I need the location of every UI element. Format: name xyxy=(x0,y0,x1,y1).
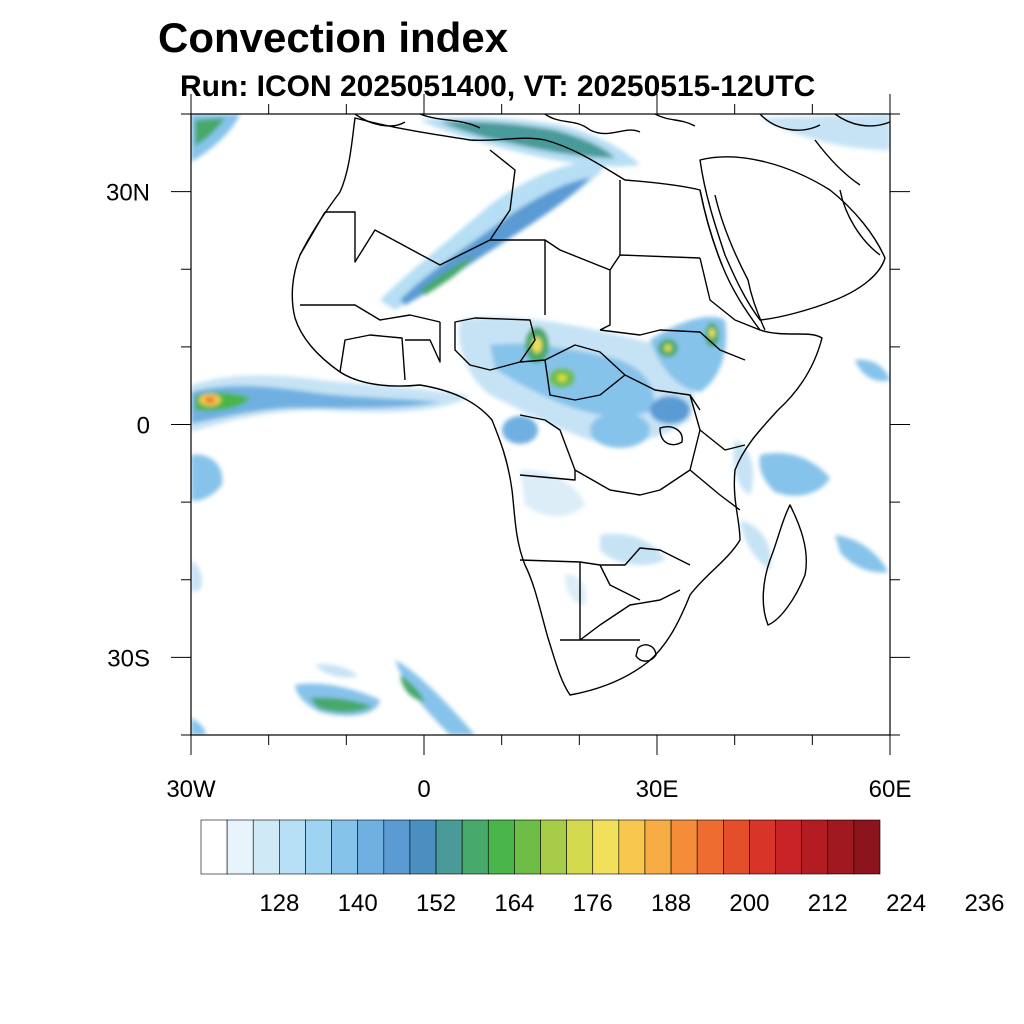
colorbar-swatch xyxy=(723,819,750,875)
field-namibia xyxy=(565,574,587,605)
field-uganda-cells xyxy=(650,396,690,424)
colorbar-swatch xyxy=(226,819,254,875)
colorbar-swatch xyxy=(566,819,594,875)
x-axis-labels: 30W 0 30E 60E xyxy=(166,776,911,803)
colorbar-labels: 128 140 152 164 176 188 200 212 224 236 xyxy=(259,890,1004,917)
field-cameroon-peak xyxy=(532,337,542,353)
x-tick-label: 0 xyxy=(417,776,430,803)
field-ethiopia-cell-b-peak xyxy=(709,328,715,338)
colorbar-swatch xyxy=(461,819,489,875)
borders-east xyxy=(599,257,761,511)
colorbar-swatch xyxy=(540,819,567,875)
y-tick-label: 0 xyxy=(137,413,150,440)
field-sw-indian xyxy=(835,535,888,573)
y-tick-label: 30S xyxy=(107,645,150,672)
x-tick-label: 30E xyxy=(636,776,679,803)
colorbar-swatch xyxy=(305,819,332,875)
lesotho-border xyxy=(635,644,657,662)
arabia-coast xyxy=(699,156,886,321)
field-w-atlantic xyxy=(191,454,223,501)
colorbar-swatch xyxy=(383,819,411,875)
colorbar-swatch xyxy=(801,819,829,875)
colorbar-swatch xyxy=(435,819,463,875)
colorbar-swatch xyxy=(409,819,437,875)
field-south-atlantic-b-core xyxy=(400,675,425,702)
field-south-atlantic-c xyxy=(315,664,358,678)
europe-coast xyxy=(354,114,890,135)
field-congo-cells xyxy=(590,412,650,448)
field-kenya-coast xyxy=(733,440,754,495)
colorbar-tick-label: 212 xyxy=(808,890,848,917)
field-ne-corner xyxy=(760,114,890,150)
colorbar-tick-label: 164 xyxy=(494,890,534,917)
chart-subtitle: Run: ICON 2025051400, VT: 20250515-12UTC xyxy=(180,70,816,103)
field-itcz-max-core xyxy=(205,397,215,403)
colorbar-tick-label: 200 xyxy=(729,890,769,917)
colorbar-swatch xyxy=(252,819,280,875)
colorbar-swatch xyxy=(200,819,228,875)
field-sw-corner xyxy=(191,718,206,735)
field-ethiopia-cell-a-peak xyxy=(664,344,672,352)
madagascar-coast xyxy=(762,504,807,626)
colorbar-swatch xyxy=(775,819,802,875)
field-itcz-atlantic-core xyxy=(191,385,440,424)
field-zambia xyxy=(600,533,665,566)
colorbar-swatch xyxy=(279,819,306,875)
colorbar-swatch xyxy=(827,819,855,875)
colorbar-swatch xyxy=(487,819,515,875)
colorbar-swatch xyxy=(618,819,646,875)
field-nw-corner-core xyxy=(195,118,225,146)
colorbar-swatch xyxy=(696,819,724,875)
colorbar-tick-label: 224 xyxy=(886,890,926,917)
colorbar-tick-label: 188 xyxy=(651,890,691,917)
y-tick-label: 30N xyxy=(106,180,150,207)
gulf-coast xyxy=(814,139,881,256)
colorbar-tick-label: 140 xyxy=(338,890,378,917)
axis-ticks xyxy=(171,94,910,755)
colorbar xyxy=(200,819,881,875)
x-tick-label: 60E xyxy=(869,776,912,803)
y-axis-labels: 30N 0 30S xyxy=(106,180,150,673)
colorbar-tick-label: 176 xyxy=(573,890,613,917)
colorbar-tick-label: 152 xyxy=(416,890,456,917)
colorbar-swatch xyxy=(357,819,385,875)
field-horn-east xyxy=(855,359,890,382)
borders-west xyxy=(299,211,536,381)
colorbar-swatch xyxy=(644,819,672,875)
field-south-atlantic-a-core xyxy=(310,697,372,713)
colorbar-tick-label: 128 xyxy=(259,890,299,917)
colorbar-swatch xyxy=(331,819,358,875)
field-indian-ocean xyxy=(759,452,830,496)
convection-field-layer xyxy=(191,114,890,735)
field-car-peak xyxy=(557,374,567,382)
red-sea-coast xyxy=(699,189,766,331)
borders-south xyxy=(519,547,691,641)
field-mozambique xyxy=(740,520,771,570)
field-south-atlantic-b xyxy=(395,660,475,735)
chart-title: Convection index xyxy=(158,14,509,61)
x-tick-label: 30W xyxy=(166,776,216,803)
colorbar-swatch xyxy=(853,819,881,875)
lake-victoria xyxy=(659,426,683,446)
field-gabon-cells xyxy=(502,416,538,444)
field-angola xyxy=(520,469,585,517)
field-sahara-band-green xyxy=(420,255,475,295)
colorbar-tick-label: 236 xyxy=(964,890,1004,917)
coastline-layer xyxy=(291,114,890,696)
field-w-atlantic-south xyxy=(191,560,202,592)
colorbar-swatch xyxy=(670,819,698,875)
colorbar-swatch xyxy=(514,819,541,875)
borders-central xyxy=(519,344,701,496)
colorbar-swatch xyxy=(749,819,776,875)
borders-north xyxy=(325,149,701,331)
colorbar-swatch xyxy=(592,819,620,875)
